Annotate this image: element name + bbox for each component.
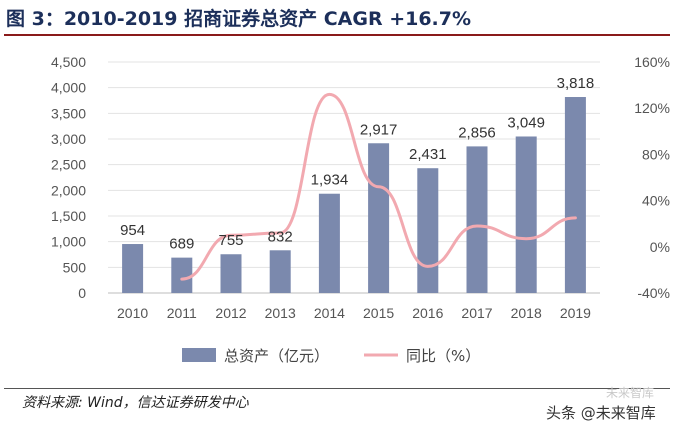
right-tick-label: 120%	[634, 100, 670, 116]
left-tick-label: 3,000	[51, 131, 86, 147]
right-tick-label: -40%	[637, 285, 670, 301]
bar-data-label: 755	[218, 232, 243, 249]
bar-data-label: 1,934	[311, 172, 349, 189]
x-axis-ticks: 2010 2011 2012 2013 2014 2015 2016 2017 2018 2019	[117, 305, 591, 321]
right-tick-label: 0%	[650, 239, 670, 255]
bar-data-label: 832	[268, 228, 293, 245]
watermark-faint: 未来智库	[606, 386, 655, 400]
x-tick-label: 2011	[167, 305, 197, 321]
bar-data-label: 2,917	[360, 121, 398, 138]
footer-divider	[4, 388, 670, 389]
x-tick-label: 2010	[117, 305, 148, 321]
left-tick-label: 1,000	[51, 234, 86, 250]
x-tick-label: 2015	[363, 305, 394, 321]
source-note: 资料来源: Wind，信达证券研发中心	[22, 395, 249, 411]
chart: 954 689 755 832 1,934 2,917 2,431 2,856 3,049 3,8…	[51, 54, 670, 365]
x-tick-label: 2018	[511, 305, 542, 321]
left-tick-label: 1,500	[51, 208, 86, 224]
left-tick-label: 2,500	[51, 157, 86, 173]
bar-data-label: 954	[120, 222, 145, 239]
bar	[269, 250, 291, 293]
bar	[171, 257, 193, 293]
x-tick-label: 2017	[461, 305, 492, 321]
bar	[417, 168, 439, 293]
legend: 总资产（亿元） 同比（%）	[182, 347, 480, 365]
x-tick-label: 2012	[215, 305, 246, 321]
legend-line-label: 同比（%）	[406, 347, 480, 365]
bar-data-label: 3,049	[507, 114, 545, 131]
bar	[515, 136, 537, 293]
bar-data-labels: 954 689 755 832 1,934 2,917 2,431 2,856 3,049 3,8…	[120, 75, 594, 253]
yoy-line	[180, 92, 577, 281]
left-tick-label: 4,000	[51, 80, 86, 96]
bar	[318, 193, 340, 293]
title-divider	[4, 34, 670, 36]
left-tick-label: 3,500	[51, 105, 86, 121]
x-tick-label: 2014	[314, 305, 345, 321]
legend-bar-label: 总资产（亿元）	[224, 347, 329, 365]
bars	[122, 97, 586, 293]
x-tick-label: 2019	[560, 305, 591, 321]
right-tick-label: 160%	[634, 54, 670, 70]
bar-data-label: 689	[169, 236, 194, 253]
right-axis-ticks: -40% 0% 40% 80% 120% 160%	[634, 54, 670, 301]
right-tick-label: 80%	[642, 146, 670, 162]
figure-title: 图 3：2010-2019 招商证券总资产 CAGR +16.7%	[6, 8, 472, 30]
yoy-line-path	[180, 92, 577, 281]
bar	[564, 97, 586, 293]
left-tick-label: 0	[78, 285, 86, 301]
bar	[220, 254, 242, 293]
left-tick-label: 4,500	[51, 54, 86, 70]
left-axis-ticks: 0 500 1,000 1,500 2,000 2,500 3,000 3,500 4,000 4…	[51, 54, 86, 301]
legend-bar-swatch	[182, 348, 216, 362]
bar	[368, 143, 390, 293]
watermark: 头条 @未来智库	[546, 404, 656, 422]
bar	[466, 146, 488, 293]
left-tick-label: 2,000	[51, 182, 86, 198]
bar-data-label: 2,431	[409, 146, 447, 163]
bar	[122, 244, 144, 293]
bar-data-label: 2,856	[458, 124, 496, 141]
bar-data-label: 3,818	[557, 75, 595, 92]
left-tick-label: 500	[63, 259, 87, 275]
x-tick-label: 2016	[412, 305, 443, 321]
x-tick-label: 2013	[265, 305, 296, 321]
right-tick-label: 40%	[642, 193, 670, 209]
